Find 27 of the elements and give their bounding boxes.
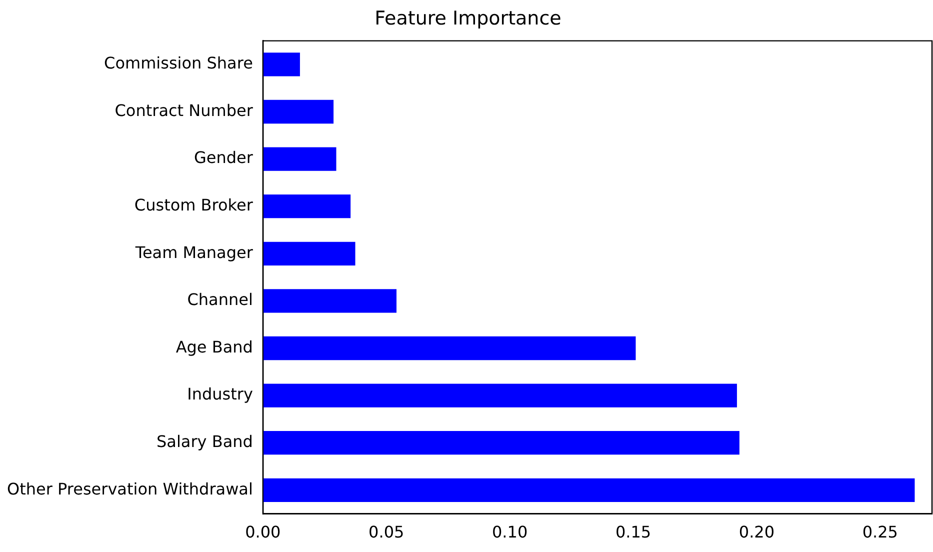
bar	[262, 52, 300, 76]
y-tick-label: Gender	[194, 148, 254, 168]
bar	[262, 147, 336, 171]
y-tick-label: Age Band	[176, 337, 253, 356]
bar	[262, 289, 396, 313]
y-tick-label: Other Preservation Withdrawal	[7, 479, 253, 498]
bar	[262, 431, 740, 455]
y-tick-label: Industry	[187, 384, 253, 404]
y-tick-label: Salary Band	[156, 432, 253, 452]
y-tick-label: Custom Broker	[134, 196, 254, 215]
y-tick-label: Contract Number	[114, 100, 254, 120]
bar	[262, 242, 356, 266]
y-tick-label: Channel	[187, 290, 253, 310]
x-tick-label: 0.20	[738, 522, 775, 542]
chart-title: Feature Importance	[374, 7, 562, 30]
x-tick-label: 0.05	[368, 522, 404, 542]
bar	[262, 100, 334, 124]
x-tick-label: 0.00	[245, 522, 281, 542]
y-tick-label: Commission Share	[104, 54, 253, 73]
bar	[262, 384, 737, 408]
x-tick-label: 0.25	[862, 522, 898, 542]
x-tick-label: 0.15	[615, 522, 652, 542]
bar	[262, 478, 915, 502]
y-tick-label: Team Manager	[134, 242, 254, 262]
bar	[262, 194, 351, 218]
x-tick-label: 0.10	[492, 522, 528, 542]
bar	[262, 336, 636, 360]
